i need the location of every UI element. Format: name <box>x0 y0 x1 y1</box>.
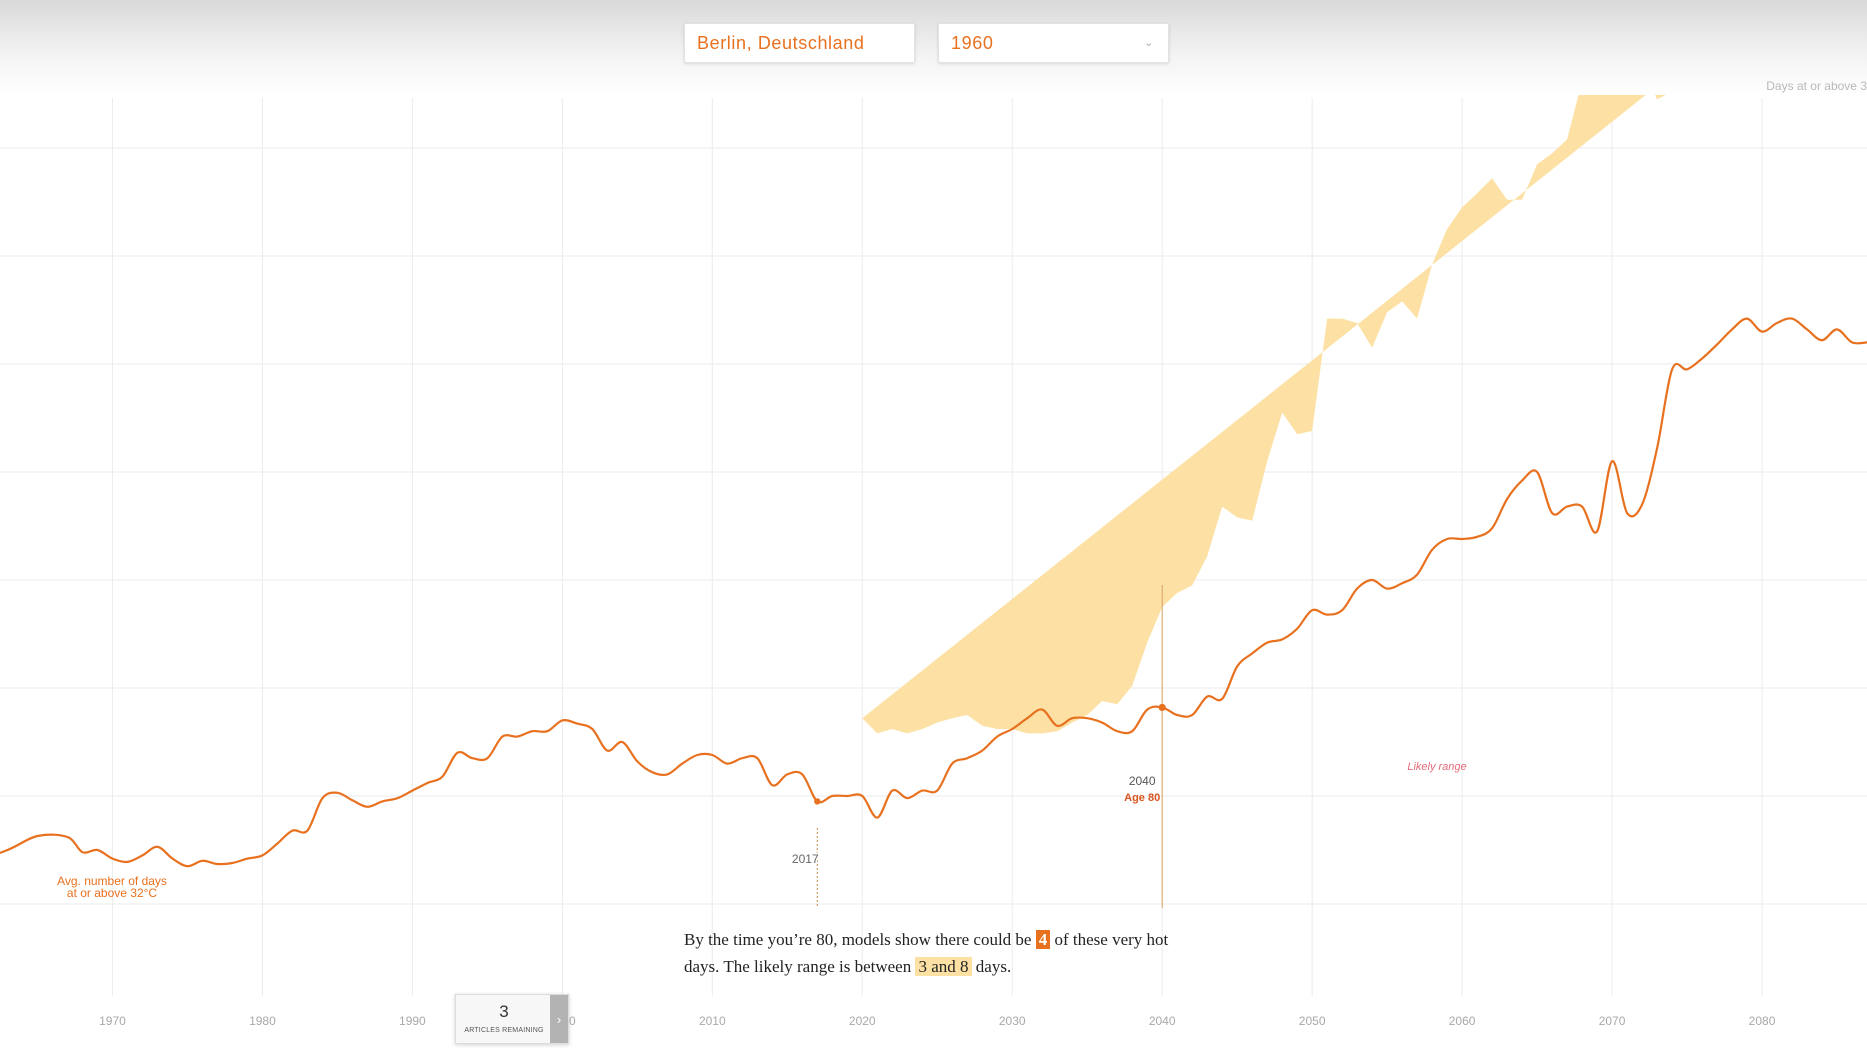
chevron-down-icon: ⌄ <box>1144 37 1154 49</box>
marker-2040-year: 2040 <box>1129 774 1156 788</box>
header-fade <box>0 0 1867 95</box>
grid <box>0 98 1867 996</box>
avg-label-line1: Avg. number of days <box>57 874 167 888</box>
articles-remaining-count: 3 <box>499 1002 509 1021</box>
likely-range-label: Likely range <box>1407 761 1466 773</box>
axis-note: Days at or above 3 <box>1766 79 1867 93</box>
chevron-right-icon[interactable]: › <box>550 995 568 1043</box>
marker-2040-age: Age 80 <box>1124 792 1160 804</box>
marker-2017-dot <box>814 798 821 805</box>
x-tick-label: 2070 <box>1599 1014 1626 1028</box>
location-value: Berlin, Deutschland <box>697 32 865 53</box>
x-tick-label: 2050 <box>1299 1014 1326 1028</box>
x-tick-label: 2060 <box>1449 1014 1476 1028</box>
x-tick-label: 2020 <box>849 1014 876 1028</box>
caption-range: 3 and 8 <box>915 957 972 976</box>
x-tick-label: 2030 <box>999 1014 1026 1028</box>
x-tick-label: 1980 <box>249 1014 276 1028</box>
x-axis-ticks: 1970198019902000201020202030204020502060… <box>99 1014 1776 1028</box>
caption: By the time you’re 80, models show there… <box>684 926 1204 980</box>
articles-remaining-meter[interactable]: 3 ARTICLES REMAINING › <box>455 994 569 1044</box>
birth-year-select[interactable]: 1960 ⌄ <box>938 23 1169 63</box>
articles-remaining-label: ARTICLES REMAINING <box>464 1027 544 1034</box>
caption-part3: days. <box>971 957 1012 976</box>
x-tick-label: 2040 <box>1149 1014 1176 1028</box>
location-input[interactable]: Berlin, Deutschland <box>684 23 915 63</box>
caption-value: 4 <box>1035 930 1051 949</box>
caption-part2: of these very hot days. The likely range… <box>684 930 1169 976</box>
x-tick-label: 1990 <box>399 1014 426 1028</box>
x-tick-label: 2080 <box>1749 1014 1776 1028</box>
birth-year-value: 1960 <box>951 32 994 53</box>
likely-range-band <box>862 0 1766 734</box>
avg-days-line <box>0 317 1867 868</box>
caption-part1: By the time you’re 80, models show there… <box>684 930 1036 949</box>
x-tick-label: 2010 <box>699 1014 726 1028</box>
marker-2040-dot <box>1158 703 1166 712</box>
marker-2017-label: 2017 <box>792 852 819 866</box>
avg-label-line2: at or above 32°C <box>67 886 158 900</box>
x-tick-label: 1970 <box>99 1014 126 1028</box>
